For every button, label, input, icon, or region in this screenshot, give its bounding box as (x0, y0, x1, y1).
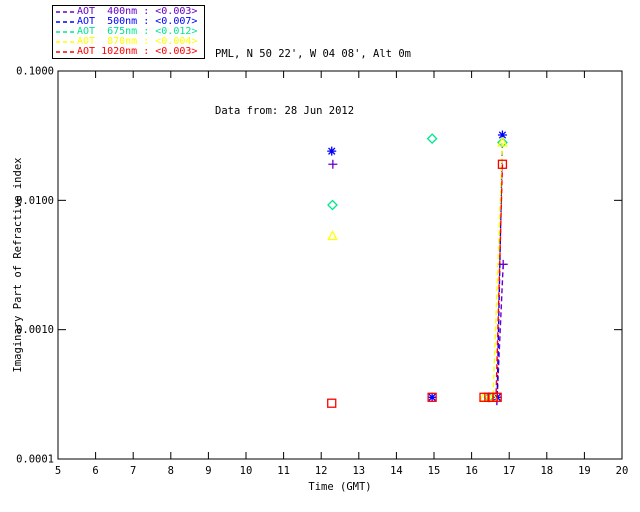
x-tick-label: 18 (540, 465, 553, 477)
legend-item-870nm: AOT 870nm : <0.004> (55, 37, 204, 47)
x-tick-label: 7 (130, 465, 136, 477)
x-tick-label: 19 (578, 465, 591, 477)
data-point-aot-1020nm (479, 392, 489, 402)
y-tick-label: 0.0100 (16, 195, 54, 207)
plot-frame (57, 70, 623, 460)
legend-item-1020nm: AOT 1020nm : <0.003> (55, 47, 204, 57)
header-block: PML, N 50 22', W 04 08', Alt 0m Data fro… (215, 7, 411, 159)
x-tick-label: 14 (390, 465, 403, 477)
data-point-aot-500nm (427, 392, 437, 402)
series-line-aot-870nm (492, 142, 504, 398)
data-point-aot-500nm (497, 130, 507, 140)
data-point-aot-870nm (327, 230, 338, 241)
data-point-aot-400nm (328, 159, 338, 169)
data-point-aot-1020nm (497, 159, 508, 169)
dashed-line-swatch-870nm (56, 41, 76, 43)
series-line-aot-1020nm (495, 164, 504, 398)
x-axis-title: Time (GMT) (308, 481, 372, 493)
x-tick-label: 16 (465, 465, 478, 477)
legend-item-400nm: AOT 400nm : <0.003> (55, 7, 204, 17)
y-axis-title: Imaginary Part of Refractive index (12, 157, 24, 373)
y-tick-label: 0.1000 (16, 66, 54, 78)
x-tick-label: 5 (55, 465, 61, 477)
data-point-aot-675nm (497, 137, 508, 148)
data-point-aot-400nm (498, 259, 508, 269)
legend-label-1020nm: AOT 1020nm : <0.003> (77, 46, 198, 57)
x-tick-label: 10 (240, 465, 253, 477)
x-tick-label: 20 (616, 465, 629, 477)
data-point-aot-870nm (497, 136, 508, 147)
x-tick-label: 12 (315, 465, 328, 477)
data-point-aot-1020nm (492, 392, 502, 402)
data-point-aot-1020nm (427, 392, 437, 402)
x-tick-label: 17 (503, 465, 516, 477)
date-subtitle: Data from: 28 Jun 2012 (215, 105, 355, 117)
legend-label-400nm: AOT 400nm : <0.003> (77, 6, 198, 17)
legend-label-870nm: AOT 870nm : <0.004> (77, 36, 198, 47)
legend-item-500nm: AOT 500nm : <0.007> (55, 17, 204, 27)
legend-label-675nm: AOT 675nm : <0.012> (77, 26, 198, 37)
legend-item-675nm: AOT 675nm : <0.012> (55, 27, 204, 37)
site-title: PML, N 50 22', W 04 08', Alt 0m (215, 48, 411, 60)
legend: AOT 400nm : <0.003> AOT 500nm : <0.007> … (52, 5, 205, 59)
x-tick-label: 6 (92, 465, 98, 477)
y-tick-label: 0.0001 (16, 454, 54, 466)
dashed-line-swatch-675nm (56, 31, 76, 33)
x-tick-label: 13 (352, 465, 365, 477)
dashed-line-swatch-1020nm (56, 51, 76, 53)
x-tick-label: 8 (168, 465, 174, 477)
legend-label-500nm: AOT 500nm : <0.007> (77, 16, 198, 27)
dashed-line-swatch-400nm (56, 11, 76, 13)
dashed-line-swatch-500nm (56, 21, 76, 23)
x-tick-label: 11 (277, 465, 290, 477)
data-point-aot-675nm (426, 133, 438, 145)
x-tick-label: 15 (428, 465, 441, 477)
data-point-aot-500nm (327, 146, 337, 156)
y-tick-label: 0.0010 (16, 324, 54, 336)
data-point-aot-1020nm (327, 398, 337, 408)
data-point-aot-675nm (327, 199, 338, 211)
x-tick-label: 9 (205, 465, 211, 477)
